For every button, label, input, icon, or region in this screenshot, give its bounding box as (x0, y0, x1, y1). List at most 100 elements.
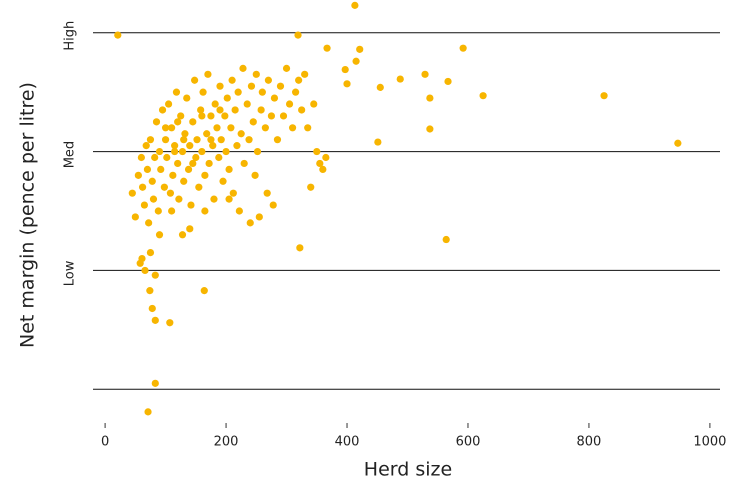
point (376, 83, 384, 91)
point (233, 142, 241, 150)
point (319, 165, 327, 173)
point (225, 195, 233, 203)
point (343, 80, 351, 88)
y-tick-label: Med (63, 141, 78, 168)
point (231, 106, 239, 114)
point (234, 88, 242, 96)
point (197, 106, 205, 114)
point (227, 124, 235, 132)
point (146, 249, 155, 257)
point (160, 183, 168, 191)
point (207, 112, 215, 120)
point (175, 195, 183, 203)
point (261, 124, 269, 132)
point (313, 147, 321, 156)
point (201, 171, 209, 179)
point (171, 142, 179, 150)
point (199, 88, 207, 96)
point (323, 44, 331, 52)
point (316, 159, 324, 168)
point (426, 125, 434, 133)
point (301, 70, 309, 78)
point (148, 177, 156, 185)
point (144, 408, 152, 416)
point (152, 118, 161, 126)
point (310, 100, 318, 108)
point (154, 207, 162, 215)
point (322, 153, 330, 162)
point (172, 88, 181, 96)
point (161, 124, 170, 132)
point (151, 271, 159, 279)
point (189, 159, 197, 168)
point (479, 92, 487, 100)
point (198, 147, 206, 156)
point (263, 189, 271, 197)
point (351, 1, 359, 9)
point (141, 266, 149, 275)
point (249, 118, 257, 126)
point (146, 287, 154, 295)
point (442, 235, 450, 244)
point (237, 130, 245, 138)
point (165, 100, 173, 108)
point (157, 165, 165, 173)
point (374, 138, 382, 146)
point (352, 57, 360, 65)
point (251, 171, 259, 179)
point (255, 213, 263, 221)
x-tick-label: 1000 (693, 435, 726, 450)
point (140, 201, 149, 209)
point (128, 189, 136, 197)
point (193, 136, 201, 144)
point (145, 219, 153, 227)
point (219, 177, 227, 185)
point (294, 31, 302, 39)
point (258, 88, 266, 96)
point (267, 112, 276, 120)
point (155, 147, 164, 156)
point (239, 64, 247, 72)
point (181, 130, 189, 138)
point (426, 94, 434, 102)
point (229, 189, 237, 197)
point (459, 44, 467, 52)
x-tick-label: 600 (456, 435, 481, 450)
point (221, 112, 229, 120)
point (201, 207, 209, 215)
point (285, 100, 294, 108)
point (282, 64, 291, 72)
point (600, 92, 608, 100)
point (178, 231, 187, 239)
point (174, 159, 182, 168)
point (204, 70, 212, 78)
point (138, 183, 147, 191)
point (307, 183, 315, 191)
point (225, 165, 233, 173)
point (217, 136, 225, 144)
point (270, 94, 279, 102)
point (151, 379, 159, 387)
point (296, 244, 304, 252)
point (210, 195, 218, 203)
point (169, 171, 177, 179)
point (246, 219, 254, 227)
y-tick-label: High (63, 21, 78, 51)
point (151, 153, 159, 162)
point (192, 153, 200, 162)
point (155, 231, 164, 239)
point (356, 45, 364, 53)
point (216, 82, 224, 90)
point (166, 319, 174, 327)
point (304, 124, 312, 132)
x-tick-label: 200 (214, 435, 239, 450)
x-tick-label: 800 (577, 435, 602, 450)
point (216, 106, 224, 114)
point (298, 106, 306, 114)
point (189, 118, 197, 126)
point (195, 183, 203, 191)
point (191, 76, 199, 84)
point (200, 287, 208, 295)
point (269, 201, 277, 209)
